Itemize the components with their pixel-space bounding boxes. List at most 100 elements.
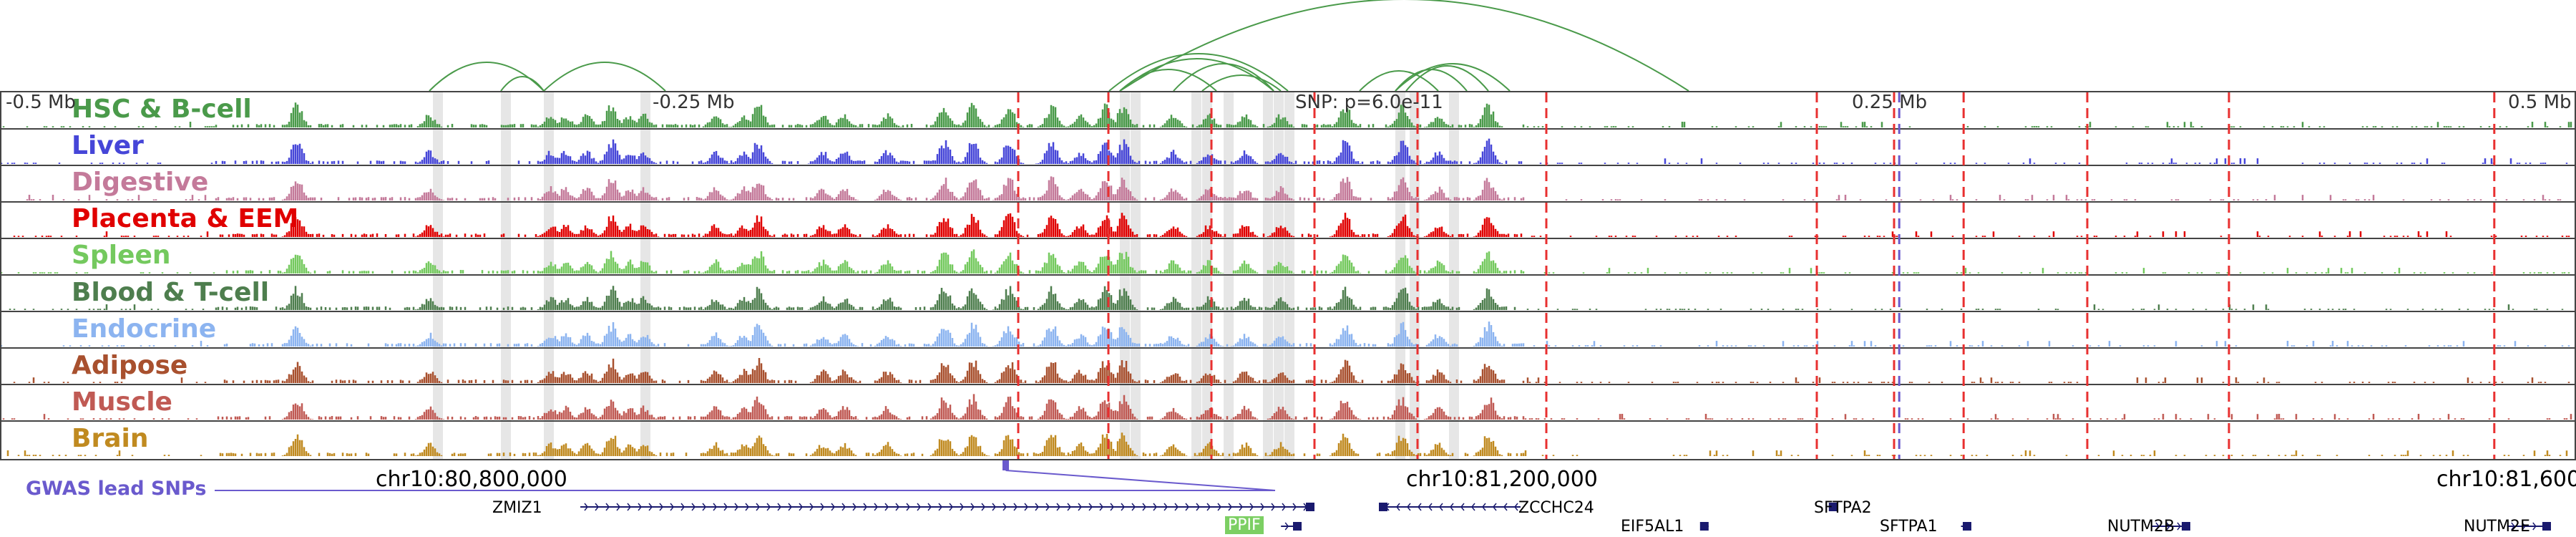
strand-arrow xyxy=(1292,503,1297,511)
interaction-arc xyxy=(543,62,666,92)
strand-arrow xyxy=(1450,503,1454,511)
strand-arrow xyxy=(2532,522,2537,531)
signal-track xyxy=(2,102,2572,127)
signal-track xyxy=(13,358,2570,383)
gene-exon xyxy=(1963,522,1971,531)
strand-arrow xyxy=(777,503,781,511)
strand-arrow xyxy=(1217,503,1221,511)
gene-label-nutm2b: NUTM2B xyxy=(2107,518,2175,536)
interaction-arc xyxy=(1119,69,1217,92)
strand-arrow xyxy=(852,503,857,511)
strand-arrow xyxy=(1482,503,1486,511)
strand-arrow xyxy=(1131,503,1136,511)
signal-track xyxy=(0,138,2568,164)
strand-arrow xyxy=(1284,522,1289,531)
scale-label: 0.25 Mb xyxy=(1852,92,1928,113)
signal-track xyxy=(2,394,2572,420)
strand-arrow xyxy=(938,503,942,511)
strand-arrow xyxy=(992,503,996,511)
track-label: Adipose xyxy=(72,351,188,380)
strand-arrow xyxy=(917,503,921,511)
strand-arrow xyxy=(1142,503,1146,511)
strand-arrow xyxy=(691,503,696,511)
interaction-arc xyxy=(1395,69,1468,92)
gene-label-ppif: PPIF xyxy=(1225,516,1264,534)
strand-arrow xyxy=(1013,503,1018,511)
strand-arrow xyxy=(1099,503,1103,511)
track-label: Blood & T-cell xyxy=(72,278,270,307)
strand-arrow xyxy=(1460,503,1465,511)
strand-arrow xyxy=(884,503,889,511)
strand-arrow xyxy=(1035,503,1039,511)
strand-arrow xyxy=(1153,503,1157,511)
strand-arrow xyxy=(1206,503,1211,511)
strand-arrow xyxy=(799,503,803,511)
strand-arrow xyxy=(1271,503,1275,511)
gene-label-nutm2e: NUTM2E xyxy=(2464,518,2530,536)
strand-arrow xyxy=(595,503,599,511)
strand-arrow xyxy=(906,503,910,511)
track-label: Liver xyxy=(72,131,144,160)
strand-arrow xyxy=(2522,522,2526,531)
strand-arrow xyxy=(1002,503,1007,511)
strand-arrow xyxy=(1185,503,1189,511)
strand-arrow xyxy=(1121,503,1125,511)
gene-exon xyxy=(1379,503,1387,511)
signal-track xyxy=(6,432,2568,456)
strand-arrow xyxy=(981,503,985,511)
track-label: Placenta & EEM xyxy=(72,204,299,233)
strand-arrow xyxy=(895,503,899,511)
strand-arrow xyxy=(1174,503,1179,511)
strand-arrow xyxy=(1503,503,1508,511)
strand-arrow xyxy=(788,503,792,511)
strand-arrow xyxy=(809,503,814,511)
strand-arrow xyxy=(670,503,674,511)
strand-arrow xyxy=(1024,503,1028,511)
gene-exon xyxy=(1293,522,1302,531)
gene-label-sftpa1: SFTPA1 xyxy=(1880,518,1938,536)
strand-arrow xyxy=(1239,503,1243,511)
gene-exon xyxy=(1828,503,1838,511)
gene-exon xyxy=(1699,522,1709,531)
strand-arrow xyxy=(1067,503,1071,511)
scale-label: -0.5 Mb xyxy=(6,92,76,113)
track-label: Endocrine xyxy=(72,314,217,344)
gene-label-eif5al1: EIF5AL1 xyxy=(1621,518,1684,536)
strand-arrow xyxy=(1418,503,1422,511)
strand-arrow xyxy=(756,503,760,511)
gwas-lead-snps-label: GWAS lead SNPs xyxy=(26,478,207,500)
strand-arrow xyxy=(1196,503,1200,511)
gene-exon xyxy=(1306,503,1314,511)
strand-arrow xyxy=(2155,522,2160,531)
track-panel xyxy=(0,91,2576,460)
interaction-arc xyxy=(1405,65,1489,92)
track-label: Muscle xyxy=(72,387,172,417)
strand-arrow xyxy=(2166,522,2170,531)
strand-arrow xyxy=(1088,503,1093,511)
strand-arrow xyxy=(1493,503,1497,511)
scale-label: -0.25 Mb xyxy=(653,92,735,113)
gene-exon xyxy=(2182,522,2190,531)
strand-arrow xyxy=(970,503,975,511)
strand-arrow xyxy=(1439,503,1443,511)
coordinate-label: chr10:81,200,000 xyxy=(1406,467,1598,492)
track-label: HSC & B-cell xyxy=(72,95,252,124)
strand-arrow xyxy=(1396,503,1400,511)
strand-arrow xyxy=(1407,503,1411,511)
strand-arrow xyxy=(1428,503,1433,511)
strand-arrow xyxy=(874,503,878,511)
strand-arrow xyxy=(627,503,631,511)
strand-arrow xyxy=(616,503,620,511)
strand-arrow xyxy=(734,503,738,511)
strand-arrow xyxy=(1228,503,1232,511)
strand-arrow xyxy=(2177,522,2181,531)
strand-arrow xyxy=(605,503,610,511)
strand-arrow xyxy=(820,503,824,511)
track-label: Digestive xyxy=(72,168,209,197)
strand-arrow xyxy=(927,503,932,511)
signal-track xyxy=(0,321,2570,347)
strand-arrow xyxy=(1110,503,1114,511)
signal-track xyxy=(26,176,2562,200)
strand-arrow xyxy=(949,503,953,511)
